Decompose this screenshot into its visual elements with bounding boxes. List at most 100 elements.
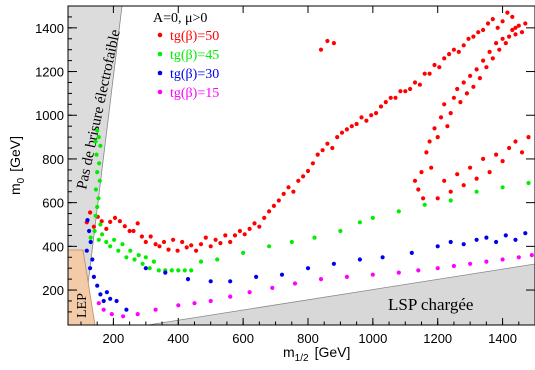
data-point-series-1 — [176, 268, 181, 273]
data-point-series-3 — [96, 301, 101, 306]
data-point-series-0 — [291, 189, 296, 194]
data-point-series-0 — [485, 21, 491, 26]
data-point-series-0 — [393, 95, 398, 100]
data-point-series-0 — [421, 196, 426, 201]
data-point-series-1 — [289, 239, 294, 245]
data-point-series-1 — [156, 268, 161, 273]
data-point-series-0 — [505, 10, 510, 15]
data-point-series-0 — [474, 67, 479, 72]
data-point-series-2 — [101, 298, 106, 304]
data-point-series-0 — [448, 189, 453, 194]
data-point-series-0 — [122, 224, 127, 229]
data-point-series-0 — [481, 156, 486, 161]
data-point-series-3 — [451, 263, 456, 269]
data-point-series-0 — [466, 36, 471, 41]
data-point-series-0 — [507, 145, 512, 151]
data-point-series-2 — [494, 239, 499, 245]
data-point-series-1 — [147, 266, 152, 271]
data-point-series-0 — [135, 221, 140, 226]
data-point-series-3 — [192, 301, 197, 306]
data-point-series-2 — [409, 250, 414, 255]
data-point-series-3 — [228, 294, 233, 299]
data-point-series-0 — [228, 239, 233, 245]
data-point-series-0 — [481, 58, 486, 63]
data-point-series-0 — [417, 82, 422, 87]
data-point-series-1 — [136, 253, 141, 258]
data-point-series-1 — [95, 128, 100, 133]
data-point-series-2 — [523, 231, 528, 236]
data-point-series-2 — [484, 235, 489, 240]
data-point-series-0 — [166, 247, 171, 252]
data-point-series-2 — [95, 283, 100, 288]
x-tick-label: 200 — [103, 331, 125, 346]
data-point-series-2 — [104, 290, 109, 295]
data-point-series-2 — [91, 274, 96, 279]
data-point-series-1 — [96, 135, 101, 140]
data-point-series-0 — [296, 178, 301, 183]
data-point-series-3 — [529, 253, 534, 258]
data-point-series-3 — [344, 274, 349, 279]
data-point-series-1 — [97, 161, 102, 166]
x-axis-title-main: m — [283, 344, 295, 360]
data-point-series-1 — [267, 244, 272, 249]
data-point-series-1 — [100, 232, 105, 237]
data-point-series-0 — [364, 118, 369, 123]
data-point-series-2 — [461, 242, 466, 247]
data-point-series-3 — [435, 266, 440, 271]
x-axis-title-sub: 1/2 — [295, 353, 309, 364]
data-point-series-0 — [108, 219, 113, 224]
data-point-series-1 — [112, 237, 117, 242]
data-point-series-0 — [513, 139, 518, 144]
data-point-series-1 — [396, 209, 401, 214]
y-axis-title-sub: 0 — [16, 177, 27, 183]
data-point-series-1 — [128, 248, 133, 253]
data-point-series-0 — [91, 224, 96, 229]
data-point-series-0 — [468, 165, 473, 170]
data-point-series-3 — [396, 270, 401, 275]
y-axis-title-unit: [GeV] — [7, 136, 23, 172]
data-point-series-0 — [305, 168, 311, 174]
data-point-series-2 — [143, 266, 148, 271]
plot-frame — [67, 5, 535, 326]
data-point-series-0 — [171, 237, 176, 242]
data-point-series-2 — [88, 266, 93, 271]
data-point-series-0 — [448, 111, 453, 116]
data-point-series-0 — [374, 111, 379, 116]
data-point-series-0 — [412, 80, 418, 85]
x-tick-label: 800 — [297, 331, 319, 346]
data-point-series-0 — [487, 49, 492, 55]
lep-label: LEP — [75, 293, 90, 318]
data-point-series-0 — [523, 21, 528, 26]
data-point-series-3 — [370, 272, 375, 277]
data-point-series-0 — [131, 228, 136, 234]
legend-marker — [157, 32, 163, 38]
data-point-series-0 — [344, 127, 349, 132]
data-point-series-0 — [419, 170, 424, 175]
data-point-series-0 — [320, 148, 325, 153]
data-point-series-0 — [213, 237, 218, 242]
data-point-series-0 — [139, 234, 144, 239]
data-point-series-0 — [477, 76, 482, 81]
data-point-series-0 — [117, 219, 122, 224]
data-point-series-2 — [380, 255, 385, 260]
data-point-series-0 — [495, 25, 500, 30]
data-point-series-0 — [427, 71, 432, 76]
data-point-series-1 — [215, 257, 220, 262]
data-point-series-0 — [432, 126, 437, 131]
data-point-series-0 — [494, 152, 499, 157]
data-point-series-0 — [349, 124, 354, 129]
y-tick-label: 1400 — [35, 21, 64, 36]
x-tick-label: 1200 — [423, 331, 452, 346]
data-point-series-1 — [357, 220, 362, 225]
data-point-series-0 — [451, 47, 456, 52]
data-point-series-0 — [490, 56, 495, 61]
data-point-series-2 — [185, 277, 191, 282]
data-point-series-2 — [448, 239, 453, 245]
data-point-series-0 — [180, 239, 185, 245]
data-point-series-2 — [513, 237, 518, 242]
data-point-series-3 — [101, 307, 106, 312]
data-point-series-1 — [422, 202, 427, 207]
data-point-series-0 — [398, 89, 403, 94]
data-point-series-3 — [318, 277, 324, 282]
data-point-series-0 — [432, 62, 437, 68]
